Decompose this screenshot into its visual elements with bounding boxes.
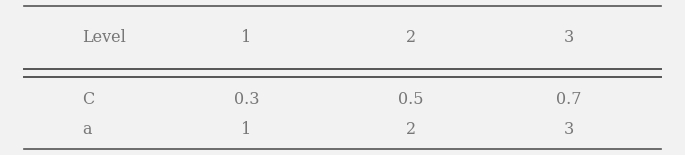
Text: 0.7: 0.7: [556, 91, 582, 108]
Text: Level: Level: [82, 29, 126, 46]
Text: 3: 3: [564, 29, 573, 46]
Text: 2: 2: [406, 29, 416, 46]
Text: 3: 3: [564, 121, 573, 138]
Text: C: C: [82, 91, 95, 108]
Text: 2: 2: [406, 121, 416, 138]
Text: 0.5: 0.5: [398, 91, 424, 108]
Text: 1: 1: [242, 121, 251, 138]
Text: a: a: [82, 121, 92, 138]
Text: 1: 1: [242, 29, 251, 46]
Text: 0.3: 0.3: [234, 91, 260, 108]
